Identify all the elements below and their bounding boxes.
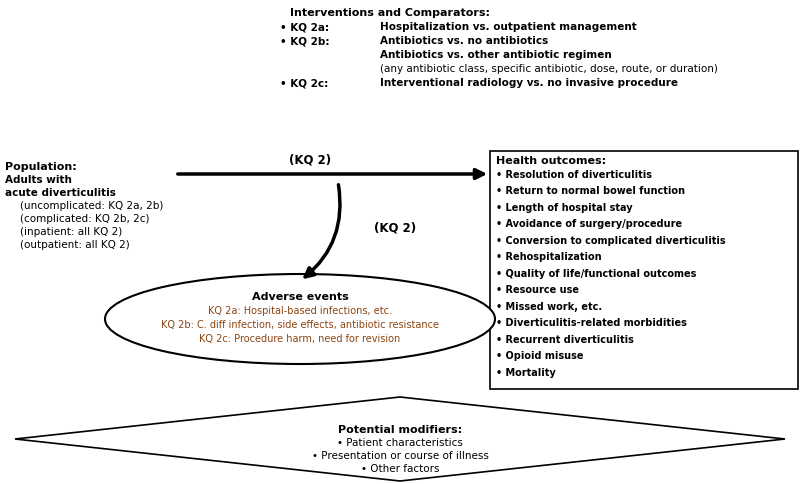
Text: (any antibiotic class, specific antibiotic, dose, route, or duration): (any antibiotic class, specific antibiot… [380,64,718,74]
Text: • Other factors: • Other factors [361,463,439,473]
Text: • Avoidance of surgery/procedure: • Avoidance of surgery/procedure [496,219,682,229]
Text: • Resolution of diverticulitis: • Resolution of diverticulitis [496,170,652,180]
Text: KQ 2c: Procedure harm, need for revision: KQ 2c: Procedure harm, need for revision [199,333,401,343]
Text: Population:: Population: [5,162,77,172]
Text: • Opioid misuse: • Opioid misuse [496,351,583,361]
Text: • Recurrent diverticulitis: • Recurrent diverticulitis [496,334,634,344]
Text: • Patient characteristics: • Patient characteristics [337,437,463,447]
Text: Hospitalization vs. outpatient management: Hospitalization vs. outpatient managemen… [380,22,637,32]
Text: • Quality of life/functional outcomes: • Quality of life/functional outcomes [496,269,696,278]
Text: (KQ 2): (KQ 2) [289,154,331,166]
Polygon shape [15,397,785,481]
FancyArrowPatch shape [305,185,340,277]
Text: • KQ 2c:: • KQ 2c: [280,78,328,88]
Text: • Return to normal bowel function: • Return to normal bowel function [496,186,685,196]
Text: (outpatient: all KQ 2): (outpatient: all KQ 2) [20,240,130,249]
Text: (uncomplicated: KQ 2a, 2b): (uncomplicated: KQ 2a, 2b) [20,200,163,211]
Bar [490,151,798,389]
Text: • Conversion to complicated diverticulitis: • Conversion to complicated diverticulit… [496,236,726,245]
Ellipse shape [105,274,495,364]
Text: • Presentation or course of illness: • Presentation or course of illness [311,450,489,460]
Text: Antibiotics vs. other antibiotic regimen: Antibiotics vs. other antibiotic regimen [380,50,612,60]
Text: Potential modifiers:: Potential modifiers: [338,424,462,434]
Text: KQ 2a: Hospital-based infections, etc.: KQ 2a: Hospital-based infections, etc. [208,305,392,316]
Text: • KQ 2a:: • KQ 2a: [280,22,329,32]
Text: (inpatient: all KQ 2): (inpatient: all KQ 2) [20,227,122,237]
Text: (complicated: KQ 2b, 2c): (complicated: KQ 2b, 2c) [20,213,150,224]
Text: acute diverticulitis: acute diverticulitis [5,188,116,197]
Text: • Resource use: • Resource use [496,285,579,295]
Text: Adverse events: Adverse events [252,291,348,302]
Text: • KQ 2b:: • KQ 2b: [280,36,330,46]
Text: Antibiotics vs. no antibiotics: Antibiotics vs. no antibiotics [380,36,548,46]
Text: • Length of hospital stay: • Length of hospital stay [496,203,633,212]
Text: Adults with: Adults with [5,175,72,184]
Text: • Rehospitalization: • Rehospitalization [496,252,602,262]
Text: Health outcomes:: Health outcomes: [496,156,606,166]
Text: • Mortality: • Mortality [496,367,556,377]
Text: • Diverticulitis-related morbidities: • Diverticulitis-related morbidities [496,318,687,328]
Text: Interventional radiology vs. no invasive procedure: Interventional radiology vs. no invasive… [380,78,678,88]
Text: Interventions and Comparators:: Interventions and Comparators: [290,8,490,18]
Text: (KQ 2): (KQ 2) [374,221,416,234]
Text: • Missed work, etc.: • Missed work, etc. [496,302,602,311]
Text: KQ 2b: C. diff infection, side effects, antibiotic resistance: KQ 2b: C. diff infection, side effects, … [161,319,439,329]
